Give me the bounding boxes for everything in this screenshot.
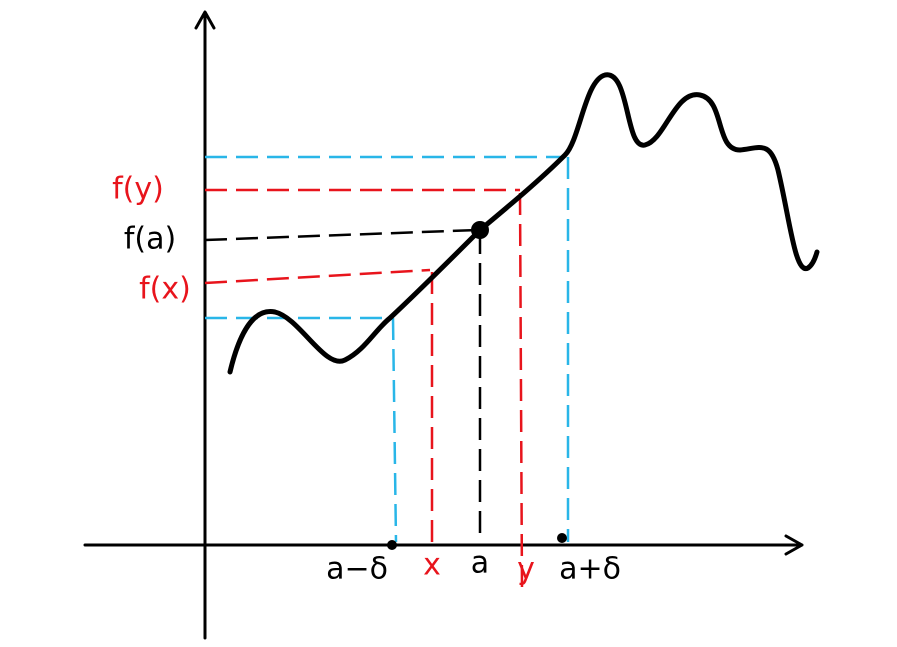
function-curve xyxy=(227,72,820,375)
point-a-plus-delta xyxy=(557,533,567,543)
label-x: x xyxy=(423,548,441,583)
guide-a xyxy=(204,228,482,542)
label-a: a xyxy=(471,546,489,581)
label-f-a: f(a) xyxy=(124,222,176,257)
label-f-y: f(y) xyxy=(112,172,164,207)
label-y: y xyxy=(517,552,535,587)
label-f-x: f(x) xyxy=(139,272,191,307)
point-a xyxy=(471,221,489,239)
point-a-minus-delta xyxy=(387,540,397,550)
y-axis xyxy=(194,10,216,640)
guide-y xyxy=(205,188,524,591)
guide-x xyxy=(204,268,434,542)
x-axis xyxy=(83,534,804,556)
label-a-minus-delta: a−δ xyxy=(326,552,388,587)
guide-a-plus-delta xyxy=(205,155,570,542)
guide-a-minus-delta xyxy=(205,316,398,543)
label-a-plus-delta: a+δ xyxy=(559,552,621,587)
